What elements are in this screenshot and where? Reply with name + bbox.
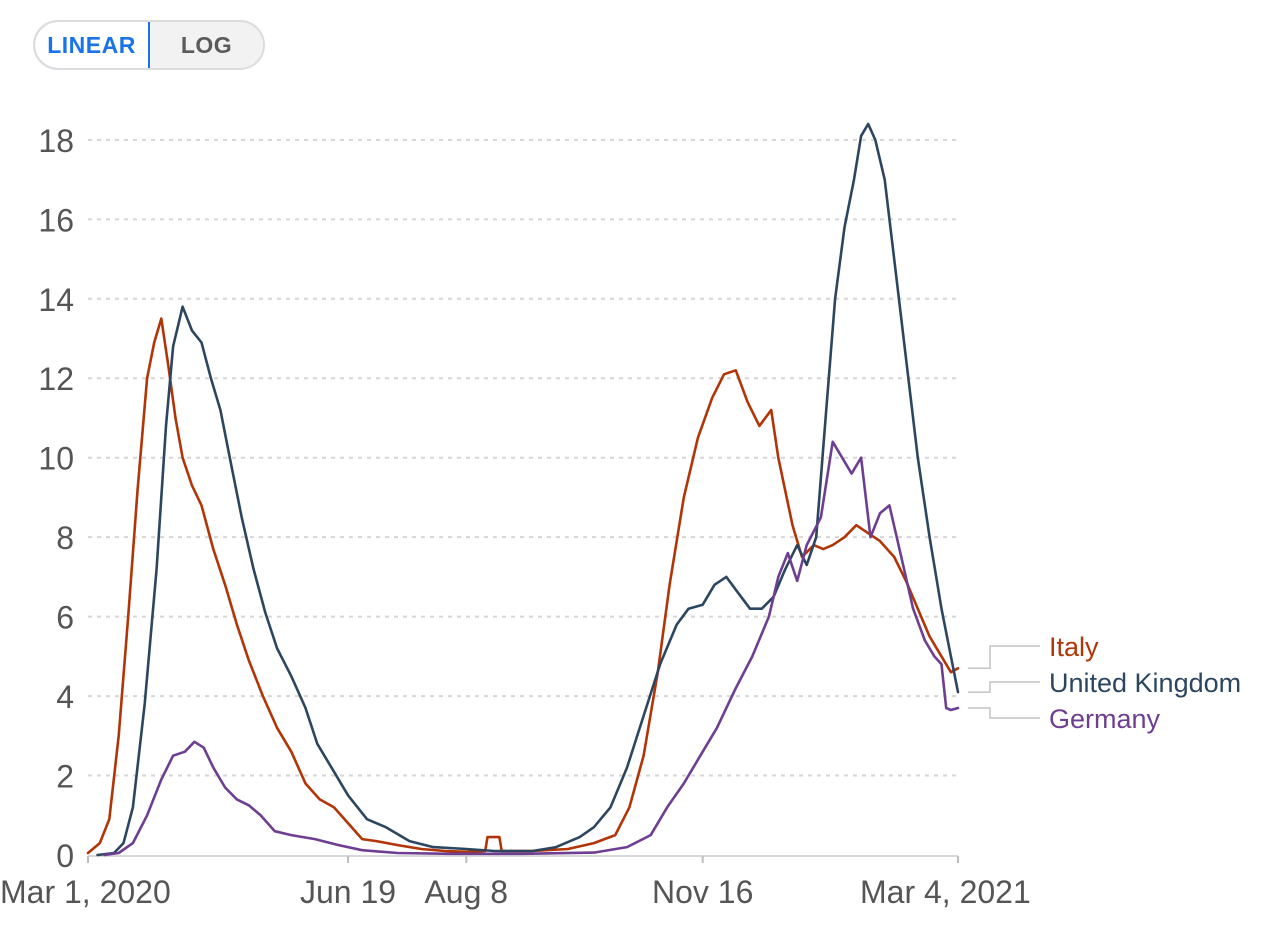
y-tick-label: 10 xyxy=(38,441,74,477)
y-tick-label: 8 xyxy=(56,520,74,556)
x-tick-label: Mar 4, 2021 xyxy=(860,874,1031,910)
x-tick-label: Nov 16 xyxy=(652,874,753,910)
y-tick-label: 6 xyxy=(56,600,74,636)
x-tick-label: Mar 1, 2020 xyxy=(0,874,171,910)
y-tick-label: 2 xyxy=(56,759,74,795)
series-line xyxy=(86,317,960,855)
legend-label: United Kingdom xyxy=(1049,668,1241,698)
legend-label: Germany xyxy=(1049,704,1161,734)
scale-toggle: LINEAR LOG xyxy=(33,20,265,70)
log-scale-button[interactable]: LOG xyxy=(150,22,263,68)
y-tick-label: 12 xyxy=(38,361,74,397)
y-tick-label: 14 xyxy=(38,282,74,318)
legend-connector xyxy=(968,645,1040,670)
linear-scale-button[interactable]: LINEAR xyxy=(35,22,150,68)
y-tick-label: 16 xyxy=(38,202,74,238)
y-tick-label: 4 xyxy=(56,679,74,715)
x-tick-label: Aug 8 xyxy=(424,874,508,910)
series-lines xyxy=(86,122,960,857)
series-line xyxy=(96,122,960,857)
y-gridlines xyxy=(88,138,958,777)
legend-label: Italy xyxy=(1049,632,1099,662)
y-tick-labels: 0 2 4 6 8 10 12 14 16 18 xyxy=(38,123,74,874)
y-tick-label: 0 xyxy=(56,838,74,874)
y-tick-label: 18 xyxy=(38,123,74,159)
legend-connector xyxy=(968,681,1040,693)
x-tick-label: Jun 19 xyxy=(300,874,396,910)
legend: Italy United Kingdom Germany xyxy=(968,632,1241,734)
series-line xyxy=(103,440,960,857)
x-axis: Mar 1, 2020 Jun 19 Aug 8 Nov 16 Mar 4, 2021 xyxy=(0,855,1031,910)
legend-connector xyxy=(968,707,1040,719)
